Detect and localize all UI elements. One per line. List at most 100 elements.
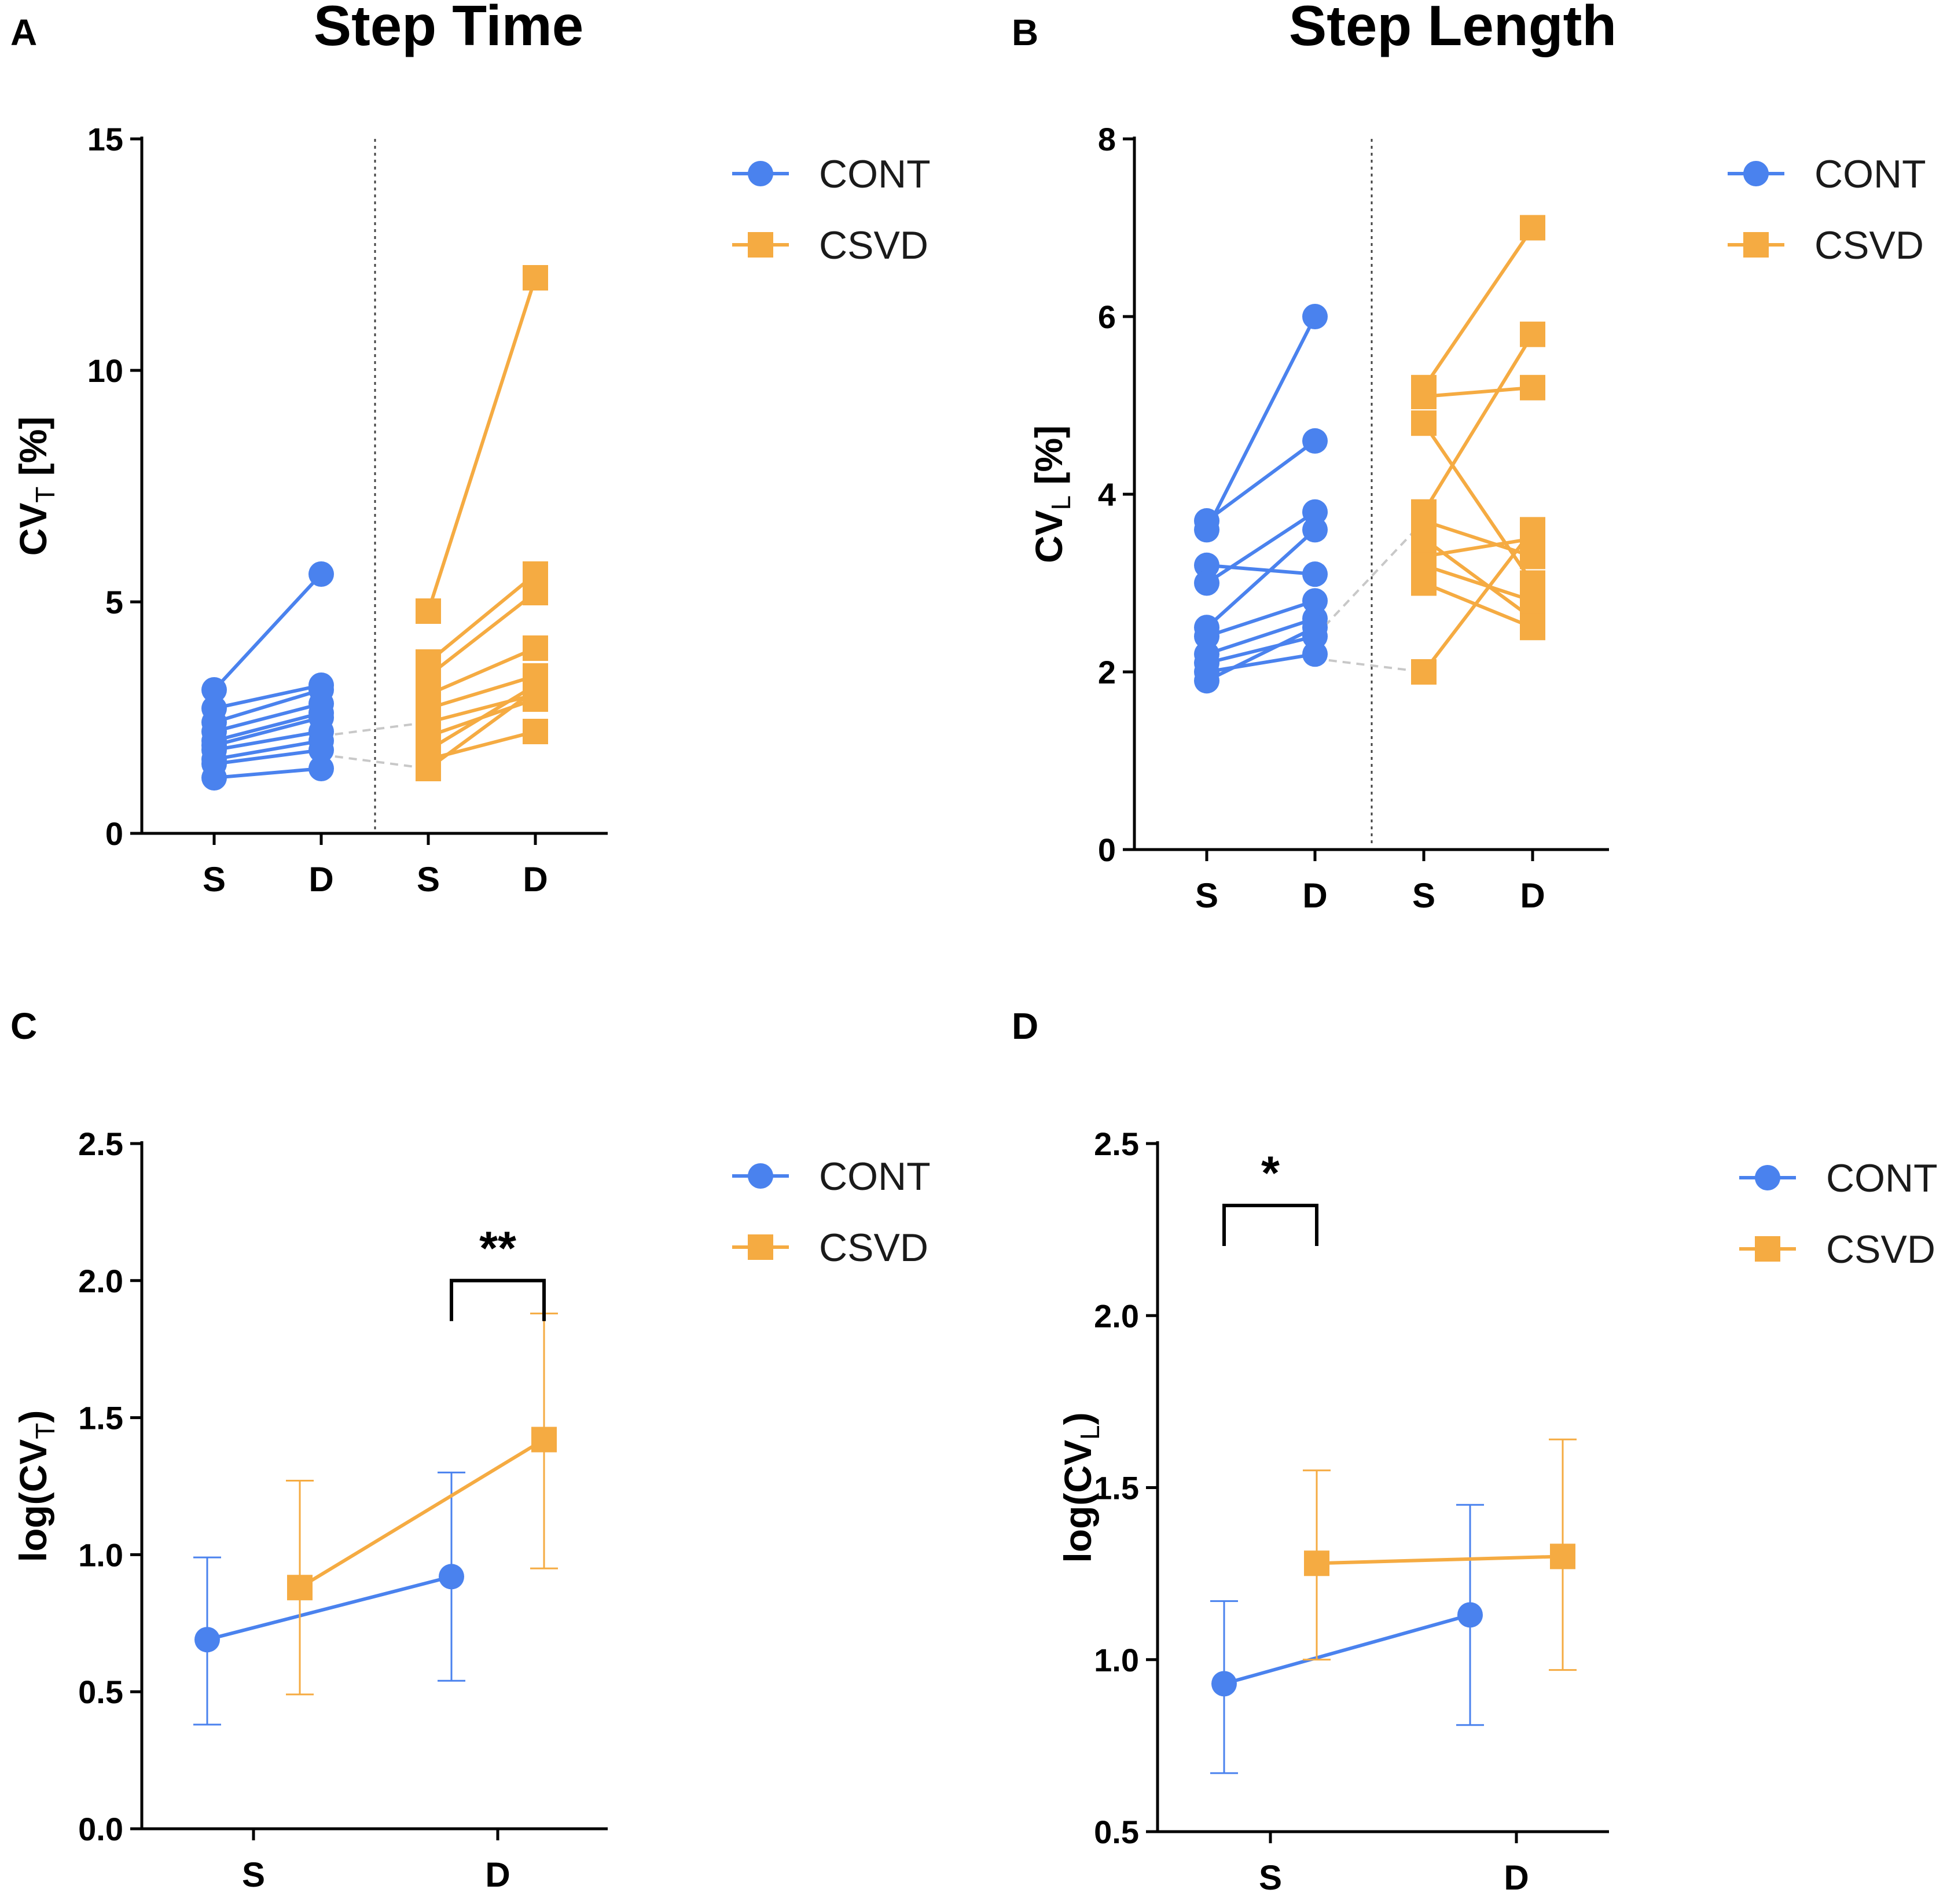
csvd-pair-line (427, 683, 537, 752)
csvd-point (416, 756, 441, 781)
x-tick-label: D (485, 1855, 510, 1894)
cont-point (308, 737, 334, 763)
cont-point (1302, 641, 1328, 667)
csvd-mean-point (287, 1575, 313, 1601)
cont-pair-line (1205, 528, 1317, 629)
csvd-pair-line (1423, 519, 1533, 558)
csvd-pair-line (427, 277, 537, 612)
legend-marker (748, 1234, 773, 1260)
x-tick-label: S (203, 860, 226, 899)
csvd-pair-line (1422, 226, 1534, 389)
cont-point (308, 561, 334, 587)
panel-letter: D (1012, 1005, 1038, 1047)
x-tick-label: S (242, 1855, 265, 1894)
csvd-point (523, 635, 548, 661)
panel-letter: C (10, 1005, 37, 1047)
csvd-pair-line (428, 693, 536, 724)
panel-b: B Step Length 0 2 4 6 8 S D S D CVL [%] CONT CSVD (1012, 0, 1926, 915)
significance-bracket (450, 1278, 546, 1321)
y-tick-label: 0 (1098, 832, 1116, 868)
cont-pair-line (214, 711, 322, 743)
legend-label: CSVD (1814, 223, 1924, 267)
csvd-pair-line (428, 674, 536, 710)
cont-point (1302, 561, 1328, 587)
significance-label: * (1261, 1147, 1280, 1200)
legend-marker (1743, 161, 1769, 186)
cont-pair-line (212, 572, 323, 692)
y-tick-label: 0.5 (78, 1674, 123, 1710)
csvd-pair-line (427, 688, 537, 770)
x-tick-label: D (1520, 876, 1545, 915)
csvd-mean-line (299, 1438, 545, 1589)
cont-point (1302, 588, 1328, 614)
significance-bracket (1222, 1204, 1318, 1247)
csvd-point (1520, 374, 1545, 400)
legend-label: CONT (819, 152, 931, 196)
group-connector (321, 753, 429, 770)
y-axis-label: log(CVL) (1056, 1412, 1105, 1563)
x-tick-label: S (1195, 876, 1218, 915)
csvd-pair-line (1423, 581, 1534, 630)
legend-marker (1743, 232, 1769, 258)
csvd-pair-line (1422, 333, 1534, 513)
y-tick-label: 5 (105, 584, 123, 620)
y-tick-label: 2 (1098, 654, 1116, 690)
legend-marker (1755, 1236, 1780, 1262)
y-tick-label: 4 (1098, 476, 1116, 513)
csvd-point (1520, 517, 1545, 543)
csvd-pair-line (427, 591, 537, 678)
legend-marker (748, 232, 773, 258)
cont-mean-line (207, 1575, 452, 1642)
cont-pair-line (1206, 599, 1316, 638)
cont-point (1194, 508, 1219, 534)
cont-pair-line (214, 739, 322, 761)
y-tick-label: 1.0 (78, 1537, 123, 1573)
cont-pair-line (1205, 315, 1317, 531)
cont-pair-line (1206, 652, 1316, 674)
y-tick-label: 15 (87, 121, 123, 157)
csvd-pair-line (1423, 563, 1533, 603)
cont-point (1194, 570, 1219, 596)
cont-pair-line (214, 688, 322, 724)
csvd-mean-point (1550, 1543, 1575, 1569)
cont-point (1302, 304, 1328, 329)
cont-pair-line (214, 730, 322, 752)
y-tick-label: 2.5 (1094, 1126, 1139, 1162)
y-tick-label: 2.0 (1094, 1297, 1139, 1334)
csvd-point (416, 598, 441, 624)
cont-mean-point (1457, 1602, 1483, 1628)
legend-marker (748, 161, 773, 186)
y-tick-label: 0 (105, 815, 123, 852)
y-tick-label: 0.0 (78, 1811, 123, 1847)
csvd-point (1520, 615, 1545, 641)
cont-mean-line (1224, 1613, 1471, 1686)
x-tick-label: D (523, 860, 548, 899)
x-tick-label: S (417, 860, 440, 899)
group-connector (1314, 520, 1425, 637)
x-tick-label: S (1412, 876, 1435, 915)
csvd-pair-line (427, 646, 537, 696)
x-tick-label: D (308, 860, 333, 899)
chart-title: Step Time (314, 0, 584, 57)
cont-mean-point (439, 1564, 464, 1590)
y-tick-label: 1.5 (78, 1400, 123, 1436)
cont-point (1194, 552, 1219, 578)
y-tick-label: 2.5 (78, 1126, 123, 1162)
cont-point (1302, 615, 1328, 641)
csvd-mean-point (1304, 1550, 1329, 1576)
cont-pair-line (1206, 563, 1316, 576)
legend-marker (748, 1163, 773, 1189)
x-tick-label: S (1259, 1858, 1282, 1897)
cont-point (201, 765, 227, 791)
csvd-point (1520, 215, 1545, 241)
csvd-pair-line (1423, 536, 1533, 558)
y-tick-label: 2.0 (78, 1263, 123, 1299)
legend-label: CONT (1814, 152, 1926, 196)
csvd-pair-line (1423, 385, 1533, 399)
panel-letter: A (10, 12, 37, 53)
significance-label: ** (479, 1222, 516, 1275)
y-tick-label: 0.5 (1094, 1814, 1139, 1850)
y-axis-label: CVT [%] (12, 417, 60, 556)
